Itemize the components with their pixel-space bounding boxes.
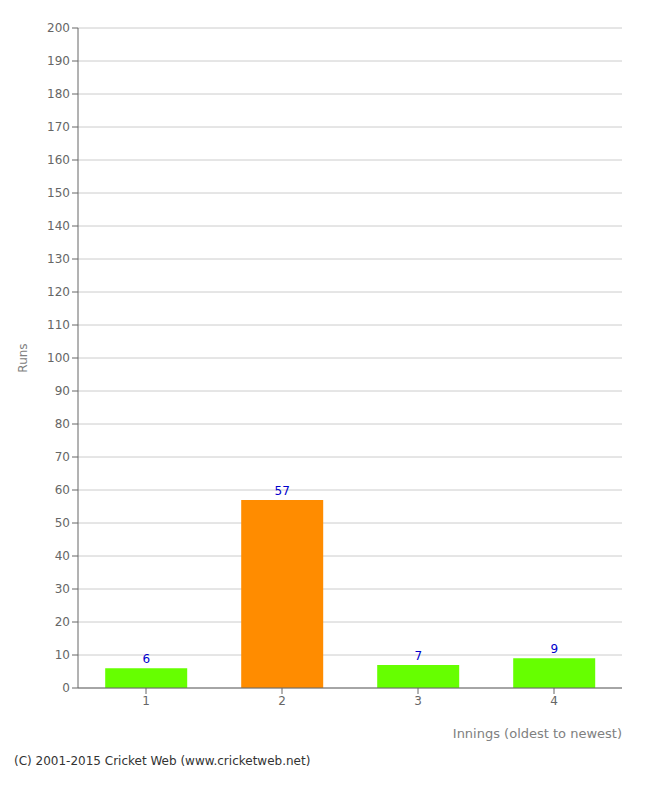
svg-text:20: 20 <box>55 615 70 629</box>
svg-text:10: 10 <box>55 648 70 662</box>
svg-text:200: 200 <box>47 21 70 35</box>
svg-text:180: 180 <box>47 87 70 101</box>
svg-text:170: 170 <box>47 120 70 134</box>
svg-text:4: 4 <box>550 694 558 708</box>
svg-text:190: 190 <box>47 54 70 68</box>
svg-text:120: 120 <box>47 285 70 299</box>
svg-text:2: 2 <box>278 694 286 708</box>
svg-text:1: 1 <box>142 694 150 708</box>
svg-text:70: 70 <box>55 450 70 464</box>
svg-text:Innings (oldest to newest): Innings (oldest to newest) <box>453 726 622 741</box>
svg-text:9: 9 <box>550 642 558 656</box>
svg-text:140: 140 <box>47 219 70 233</box>
svg-text:60: 60 <box>55 483 70 497</box>
svg-text:160: 160 <box>47 153 70 167</box>
svg-text:50: 50 <box>55 516 70 530</box>
svg-text:7: 7 <box>414 649 422 663</box>
svg-text:0: 0 <box>62 681 70 695</box>
svg-text:57: 57 <box>275 484 290 498</box>
svg-text:30: 30 <box>55 582 70 596</box>
svg-text:150: 150 <box>47 186 70 200</box>
svg-text:Runs: Runs <box>16 343 30 372</box>
html-text:(C) 2001-2015 Cricket Web (www: (C) 2001-2015 Cricket Web (www.cricketwe… <box>14 754 311 768</box>
svg-text:100: 100 <box>47 351 70 365</box>
svg-text:6: 6 <box>142 652 150 666</box>
svg-text:40: 40 <box>55 549 70 563</box>
svg-text:130: 130 <box>47 252 70 266</box>
svg-text:3: 3 <box>414 694 422 708</box>
svg-text:110: 110 <box>47 318 70 332</box>
svg-text:80: 80 <box>55 417 70 431</box>
svg-text:90: 90 <box>55 384 70 398</box>
